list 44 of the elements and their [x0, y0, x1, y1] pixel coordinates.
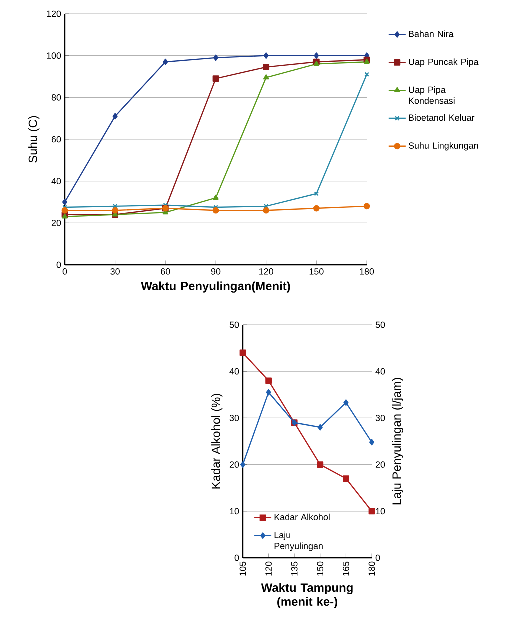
- y2-tick-label: 40: [376, 368, 386, 375]
- y-tick-label: 100: [47, 52, 62, 60]
- y-axis-title: Kadar Alkohol (%): [212, 394, 223, 489]
- y-tick-label: 20: [230, 462, 240, 468]
- x-tick-label: 180: [368, 562, 376, 576]
- x-tick-label: 60: [161, 268, 170, 275]
- legend-label: Uap Pipa Kondensasi: [409, 86, 455, 104]
- legend-label: Bahan Nira: [409, 30, 454, 38]
- x-tick-label: 0: [62, 268, 68, 275]
- x-axis-title: Waktu Tampung (menit ke-): [261, 583, 353, 608]
- y2-tick-label: 30: [376, 415, 386, 422]
- y-tick-label: 0: [234, 554, 240, 562]
- y2-axis-title: Laju Penyulingan (l/jam): [392, 378, 404, 505]
- y-tick-label: 30: [230, 415, 240, 422]
- legend-label: Bioetanol Keluar: [409, 114, 475, 122]
- y-tick-label: 20: [52, 220, 62, 226]
- y2-tick-label: 50: [376, 322, 386, 328]
- legend-label: Laju Penyulingan: [274, 532, 323, 552]
- y-axis-title: Suhu (C): [28, 116, 40, 163]
- y-tick-label: 60: [52, 136, 62, 143]
- x-tick-label: 150: [317, 562, 324, 576]
- x-tick-label: 165: [343, 562, 350, 576]
- y-tick-label: 10: [230, 508, 240, 515]
- legend-label: Uap Puncak Pipa: [409, 58, 479, 68]
- y2-tick-label: 0: [376, 554, 380, 562]
- y2-tick-label: 10: [376, 508, 386, 515]
- x-axis-title: Waktu Penyulingan(Menit): [141, 282, 290, 293]
- x-tick-label: 135: [291, 562, 298, 576]
- y-tick-label: 80: [52, 94, 62, 101]
- x-tick-label: 105: [240, 562, 246, 576]
- x-tick-label: 30: [110, 268, 120, 275]
- x-tick-label: 180: [360, 268, 374, 275]
- y-tick-label: 40: [230, 368, 240, 375]
- legend-label: Suhu Lingkungan: [408, 142, 478, 151]
- y-tick-label: 120: [47, 10, 62, 18]
- y-tick-label: 40: [52, 178, 62, 185]
- x-tick-label: 90: [211, 268, 221, 275]
- y-tick-label: 0: [56, 262, 62, 268]
- x-tick-label: 120: [266, 562, 272, 576]
- x-tick-label: 150: [310, 268, 324, 275]
- legend-label: Kadar Alkohol: [274, 514, 330, 520]
- x-tick-label: 120: [260, 268, 274, 275]
- y-tick-label: 50: [230, 322, 240, 328]
- y2-tick-label: 20: [376, 462, 386, 468]
